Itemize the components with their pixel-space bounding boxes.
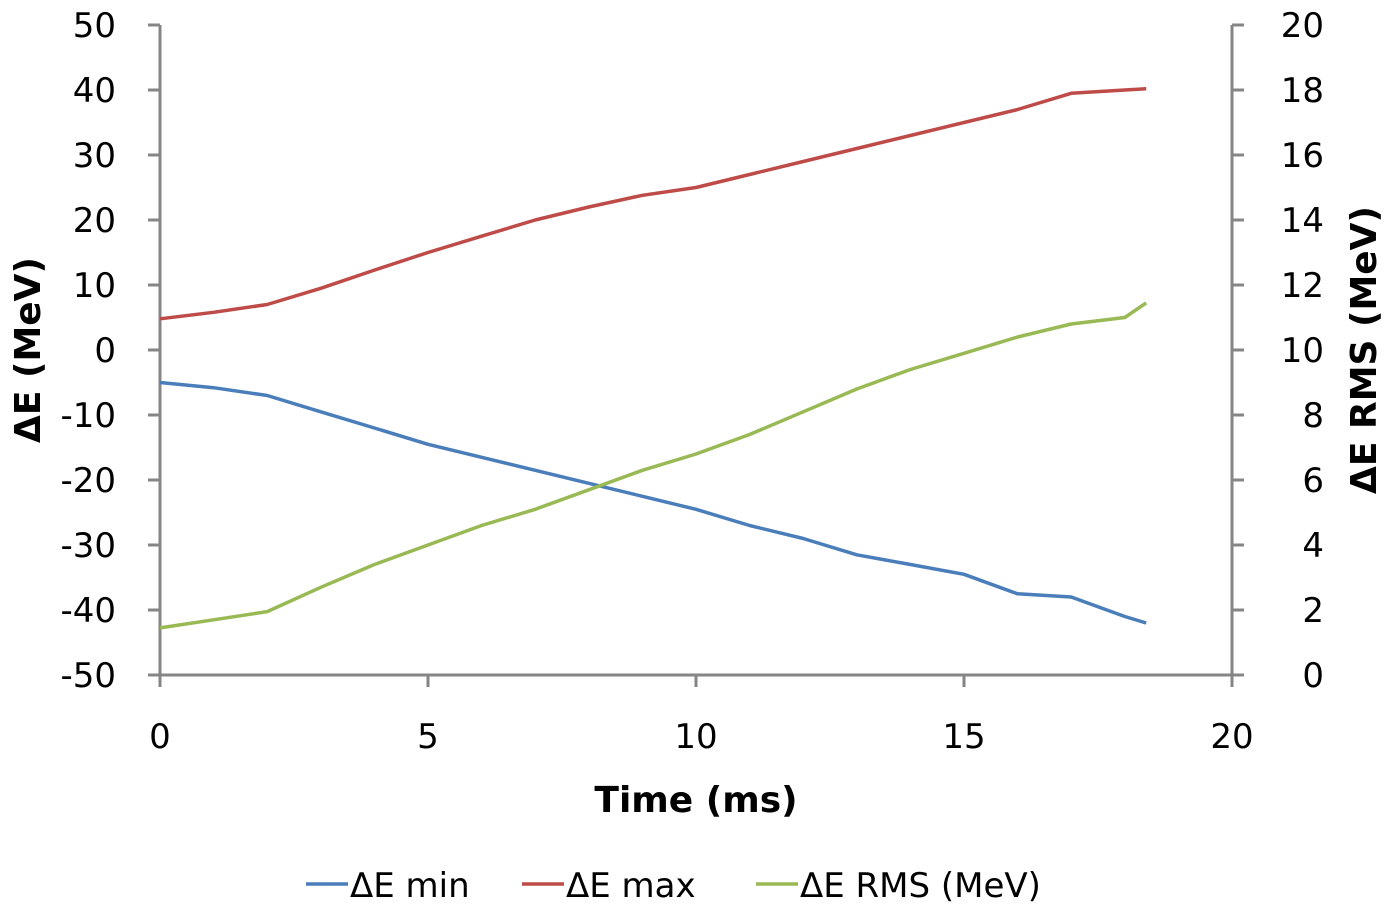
y2-tick-label: 20 (1281, 6, 1324, 46)
x-tick-label: 20 (1210, 717, 1253, 757)
y-tick-label: 30 (73, 136, 116, 176)
series-line-0 (159, 380, 1147, 625)
y2-tick-label: 2 (1302, 591, 1324, 631)
y-tick-label: -40 (60, 591, 116, 631)
y2-tick-label: 4 (1302, 526, 1324, 566)
y-tick-label: 20 (73, 201, 116, 241)
y2-tick-label: 14 (1281, 201, 1324, 241)
series-lines (159, 86, 1148, 630)
y2-tick-label: 0 (1302, 656, 1324, 696)
legend-label-1: ΔE max (566, 866, 696, 906)
y-tick-label: -20 (60, 461, 116, 501)
y2-tick-label: 8 (1302, 396, 1324, 436)
y-tick-label: 50 (73, 6, 116, 46)
y-tick-label: 0 (94, 331, 116, 371)
y-tick-label: -50 (60, 656, 116, 696)
y-tick-label: -30 (60, 526, 116, 566)
x-axis-title: Time (ms) (594, 780, 797, 821)
x-tick-label: 15 (942, 717, 985, 757)
x-tick-label: 10 (674, 717, 717, 757)
legend: ΔE min ΔE max ΔE RMS (MeV) (306, 866, 1041, 906)
y-tick-label: 10 (73, 266, 116, 306)
y-axis-title: ΔE (MeV) (8, 257, 49, 443)
y2-tick-label: 18 (1281, 71, 1324, 111)
y2-axis-title: ΔE RMS (MeV) (1344, 206, 1385, 494)
y-tick-label: -10 (60, 396, 116, 436)
x-tick-label: 5 (417, 717, 439, 757)
y2-tick-label: 6 (1302, 461, 1324, 501)
y2-tick-label: 10 (1281, 331, 1324, 371)
y-tick-label: 40 (73, 71, 116, 111)
legend-label-0: ΔE min (350, 866, 470, 906)
x-tick-label: 0 (149, 717, 171, 757)
axes (148, 23, 1244, 687)
series-line-2 (159, 301, 1148, 630)
series-line-1 (159, 86, 1147, 321)
y2-tick-label: 12 (1281, 266, 1324, 306)
tick-labels: 50403020100-10-20-30-40-5020181614121086… (60, 6, 1324, 757)
y2-tick-label: 16 (1281, 136, 1324, 176)
legend-label-2: ΔE RMS (MeV) (800, 866, 1041, 906)
